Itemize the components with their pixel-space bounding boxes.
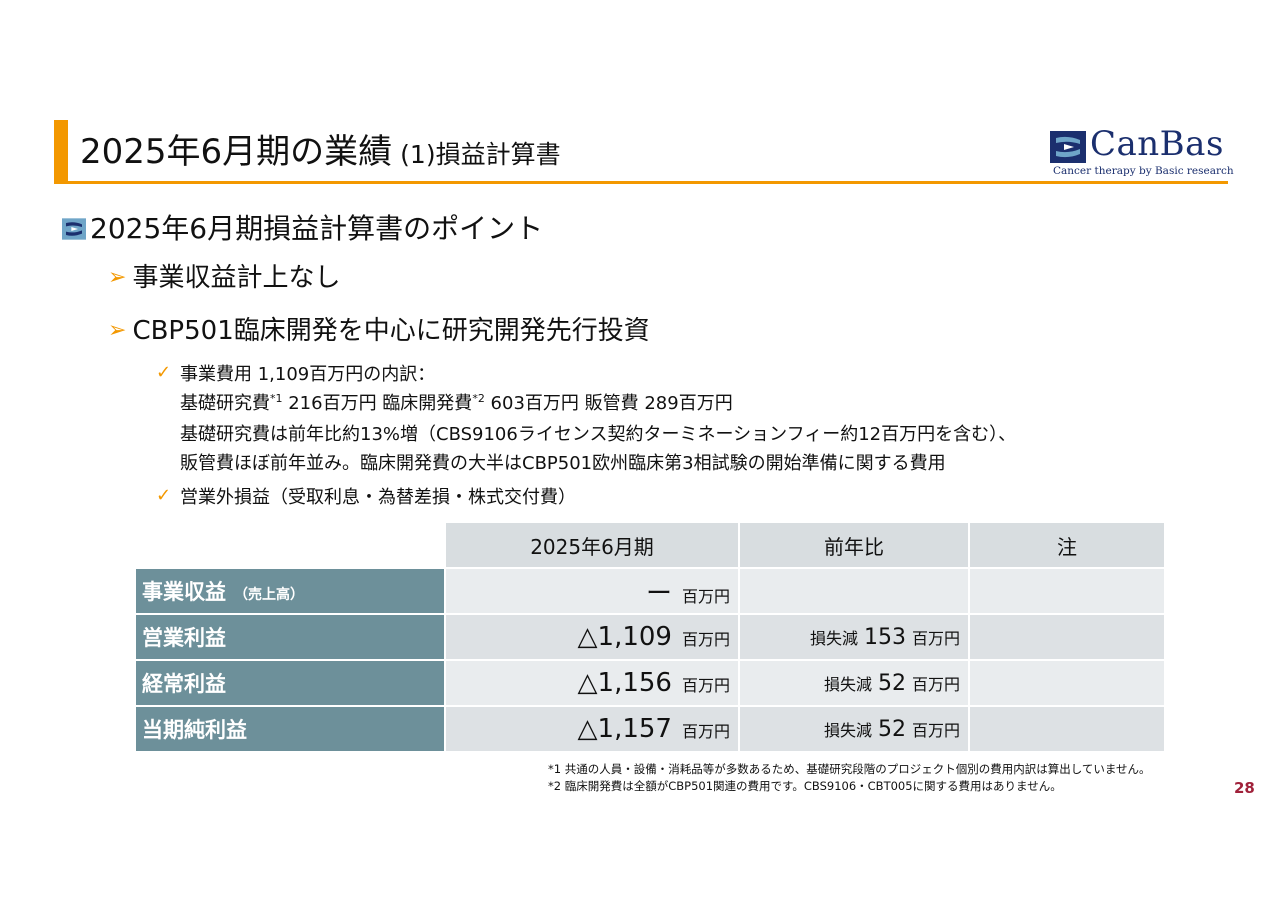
value-unit: 百万円 [681, 630, 730, 649]
value-number: △1,157 [577, 714, 672, 744]
canbas-logo-mark-icon [1050, 131, 1086, 163]
section-heading-text: 2025年6月期損益計算書のポイント [90, 212, 544, 245]
checkmark-icon: ✓ [156, 362, 172, 383]
point-1: ➢ 事業収益計上なし [108, 260, 340, 296]
arrow-bullet-icon: ➢ [108, 318, 127, 343]
page-number: 28 [1234, 779, 1255, 797]
value-number: ー [645, 578, 672, 609]
yoy-cell: 損失減 52 百万円 [740, 661, 968, 705]
table-header-row: 2025年6月期 前年比 注 [136, 523, 1164, 567]
canbas-logo: CanBas Cancer therapy by Basic research [1050, 124, 1234, 180]
detail-text: 基礎研究費 [180, 393, 270, 414]
page-title: 2025年6月期の業績 (1)損益計算書 [80, 128, 561, 182]
section-heading: 2025年6月期損益計算書のポイント [62, 210, 543, 248]
row-label: 営業利益 [136, 615, 444, 659]
value-cell: △1,157 百万円 [446, 707, 738, 751]
col-header-yoy: 前年比 [740, 523, 968, 567]
yoy-unit: 百万円 [911, 674, 960, 694]
value-cell: ー百万円 [446, 569, 738, 613]
table-corner [136, 523, 444, 567]
value-unit: 百万円 [681, 586, 730, 606]
detail-line-3: 基礎研究費は前年比約13%増（CBS9106ライセンス契約ターミネーションフィー… [180, 424, 1017, 445]
yoy-unit: 百万円 [911, 720, 960, 740]
col-header-period: 2025年6月期 [446, 523, 738, 567]
note-cell [970, 707, 1164, 751]
results-table: 2025年6月期 前年比 注 事業収益 （売上高） ー百万円 営業利益 △1,10… [134, 521, 1166, 753]
page-title-sub: (1)損益計算書 [400, 140, 561, 169]
point-2: ➢ CBP501臨床開発を中心に研究開発先行投資 [108, 313, 650, 349]
value-cell: △1,109 百万円 [446, 615, 738, 659]
detail-line-1: 事業費用 1,109百万円の内訳： [180, 364, 436, 385]
row-label-text: 当期純利益 [142, 718, 247, 742]
value-unit: 百万円 [681, 722, 730, 741]
title-underline [54, 181, 1228, 184]
row-label: 経常利益 [136, 661, 444, 705]
detail-line-2: 基礎研究費*1 216百万円 臨床開発費*2 603百万円 販管費 289百万円 [180, 391, 733, 416]
yoy-number: 52 [877, 716, 906, 742]
row-label: 当期純利益 [136, 707, 444, 751]
value-unit: 百万円 [681, 676, 730, 695]
table-row: 当期純利益 △1,157 百万円 損失減 52 百万円 [136, 707, 1164, 751]
yoy-number: 153 [863, 624, 906, 650]
yoy-cell [740, 569, 968, 613]
value-number: △1,156 [577, 668, 672, 698]
note-cell [970, 615, 1164, 659]
yoy-number: 52 [877, 670, 906, 696]
footnote-2: *2 臨床開発費は全額がCBP501関連の費用です。CBS9106・CBT005… [548, 779, 1062, 793]
row-label-small: （売上高） [234, 587, 304, 603]
table-row: 営業利益 △1,109 百万円 損失減 153 百万円 [136, 615, 1164, 659]
point-2-text: CBP501臨床開発を中心に研究開発先行投資 [132, 316, 650, 346]
row-label: 事業収益 （売上高） [136, 569, 444, 613]
note-cell [970, 569, 1164, 613]
note-cell [970, 661, 1164, 705]
value-cell: △1,156 百万円 [446, 661, 738, 705]
table-row: 事業収益 （売上高） ー百万円 [136, 569, 1164, 613]
yoy-cell: 損失減 52 百万円 [740, 707, 968, 751]
col-header-note: 注 [970, 523, 1164, 567]
row-label-text: 営業利益 [142, 626, 226, 650]
footnote-ref: *1 [270, 392, 283, 405]
yoy-prefix: 損失減 [823, 674, 872, 694]
page-title-main: 2025年6月期の業績 [80, 132, 393, 172]
footnote-1: *1 共通の人員・設備・消耗品等が多数あるため、基礎研究段階のプロジェクト個別の… [548, 762, 1151, 776]
value-number: △1,109 [577, 622, 672, 652]
row-label-text: 経常利益 [142, 672, 226, 696]
table-row: 経常利益 △1,156 百万円 損失減 52 百万円 [136, 661, 1164, 705]
canbas-bullet-icon [62, 218, 86, 240]
yoy-prefix: 損失減 [809, 628, 858, 648]
detail-line-5: 営業外損益（受取利息・為替差損・株式交付費） [180, 487, 576, 508]
detail-text: 603百万円 販管費 289百万円 [484, 393, 733, 414]
footnote-ref: *2 [472, 392, 485, 405]
logo-name: CanBas [1090, 124, 1224, 164]
checkmark-icon: ✓ [156, 485, 172, 506]
yoy-prefix: 損失減 [823, 720, 872, 740]
detail-line-4: 販管費ほぼ前年並み。臨床開発費の大半はCBP501欧州臨床第3相試験の開始準備に… [180, 453, 946, 474]
yoy-cell: 損失減 153 百万円 [740, 615, 968, 659]
arrow-bullet-icon: ➢ [108, 265, 127, 290]
detail-text: 216百万円 臨床開発費 [282, 393, 473, 414]
point-1-text: 事業収益計上なし [132, 263, 341, 293]
title-accent-bar [54, 120, 68, 182]
yoy-unit: 百万円 [911, 628, 960, 648]
row-label-text: 事業収益 [142, 580, 226, 604]
logo-tagline: Cancer therapy by Basic research [1053, 165, 1234, 177]
